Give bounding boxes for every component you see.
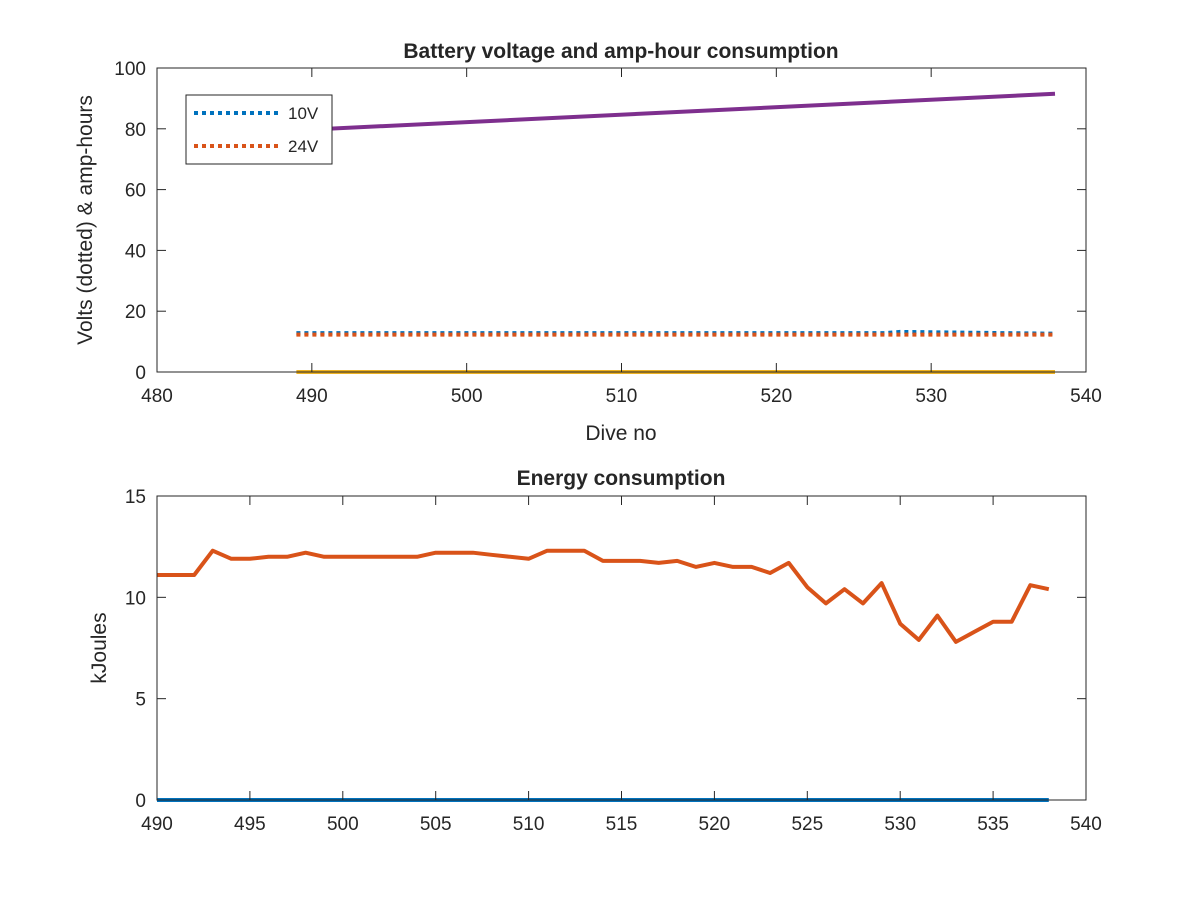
- series-line-0-2: [296, 91, 1056, 133]
- energy-chart: 490 495 500 505 510 515 520 525 530 535 540051015 …: [88, 467, 1102, 835]
- x-tick-label-1-1: 495: [234, 814, 266, 835]
- x-tick-label-1-2: 500: [327, 814, 359, 835]
- x-tick-label-1-4: 510: [513, 814, 545, 835]
- x-tick-label-0-6: 540: [1070, 386, 1102, 407]
- voltage-chart-legend: 10V 24V: [185, 94, 333, 165]
- energy-chart-ylabel: kJoules: [88, 612, 111, 683]
- x-tick-label-1-6: 520: [699, 814, 731, 835]
- x-tick-label-1-7: 525: [791, 814, 823, 835]
- y-tick-label-0-3: 60: [125, 181, 146, 202]
- voltage-chart-ylabel: Volts (dotted) & amp-hours: [74, 95, 97, 345]
- x-tick-label-0-5: 530: [915, 386, 947, 407]
- y-tick-label-1-1: 5: [135, 690, 146, 711]
- x-tick-label-1-0: 490: [141, 814, 173, 835]
- y-tick-label-1-3: 15: [125, 487, 146, 508]
- x-tick-label-1-3: 505: [420, 814, 452, 835]
- x-tick-label-1-8: 530: [884, 814, 916, 835]
- x-tick-label-0-3: 510: [606, 386, 638, 407]
- x-tick-label-0-2: 500: [451, 386, 483, 407]
- x-tick-label-1-9: 535: [977, 814, 1009, 835]
- y-tick-label-0-0: 0: [135, 363, 146, 384]
- y-tick-label-0-4: 80: [125, 120, 146, 141]
- x-tick-label-0-4: 520: [760, 386, 792, 407]
- voltage-chart-title: Battery voltage and amp-hour consumption: [403, 40, 838, 63]
- y-tick-label-0-1: 20: [125, 302, 146, 323]
- x-tick-label-0-0: 480: [141, 386, 173, 407]
- voltage-chart-ticks: 480 490 500 510 520 530 540 0 20 40 60 80 100: [114, 59, 1102, 407]
- y-tick-label-1-2: 10: [125, 588, 146, 609]
- legend-entry-10v: 10V: [288, 104, 319, 123]
- x-tick-label-1-5: 515: [606, 814, 638, 835]
- legend-entry-24v: 24V: [288, 137, 319, 156]
- y-tick-label-0-5: 100: [114, 59, 146, 80]
- legend-box: [185, 94, 333, 165]
- energy-chart-plot-area: [157, 496, 1086, 800]
- voltage-chart-xlabel: Dive no: [585, 422, 656, 445]
- series-line-1-0: [157, 548, 1050, 644]
- energy-chart-title: Energy consumption: [517, 467, 726, 490]
- x-tick-label-0-1: 490: [296, 386, 328, 407]
- voltage-chart: 480 490 500 510 520 530 540 0 20 40 60 80 100 Batter…: [74, 40, 1102, 445]
- x-tick-label-1-10: 540: [1070, 814, 1102, 835]
- y-tick-label-1-0: 0: [135, 791, 146, 812]
- y-tick-label-0-2: 40: [125, 241, 146, 262]
